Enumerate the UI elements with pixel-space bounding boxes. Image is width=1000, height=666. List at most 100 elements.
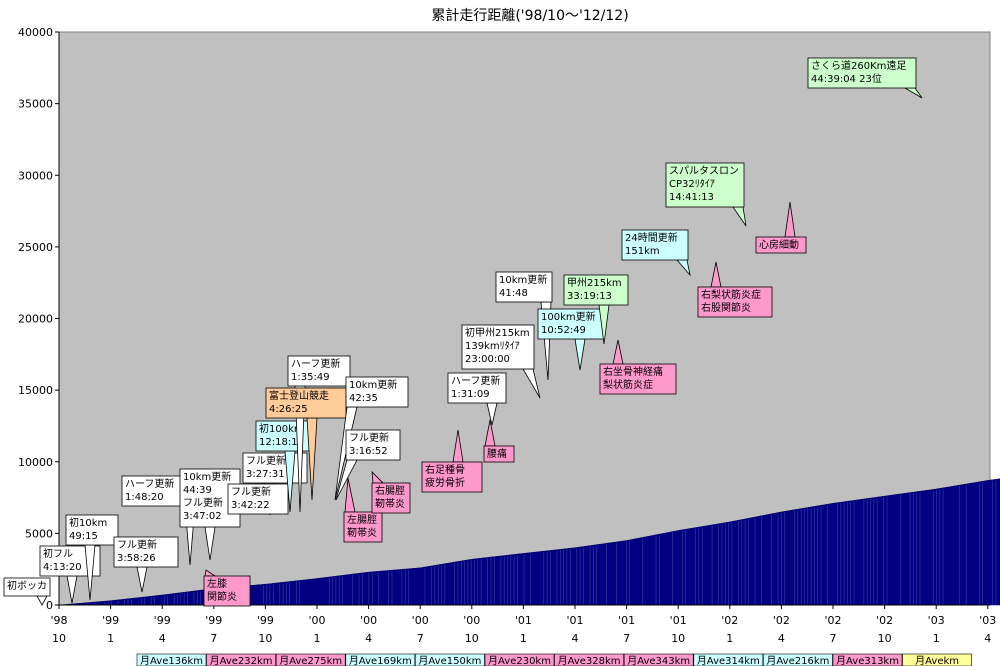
annotation-callout: フル更新 3:42:22 xyxy=(227,483,289,515)
legend-item: 月Ave169km xyxy=(345,653,416,666)
annotation-text: フル更新 xyxy=(246,454,286,467)
legend-swatch xyxy=(902,653,972,666)
x-tick-year: '98 xyxy=(50,614,67,627)
annotation-callout: フル更新 3:58:26 xyxy=(113,536,179,593)
annotation-box xyxy=(665,162,745,208)
annotation-text: 1:31:09 xyxy=(451,389,490,400)
x-tick-year: '01 xyxy=(515,614,532,627)
annotation-text: 関節炎 xyxy=(207,590,237,603)
legend-label: 月Ave232km xyxy=(210,655,273,666)
annotation-text: 1:48:20 xyxy=(125,492,164,503)
legend-label: 月Avekm xyxy=(915,655,959,666)
x-tick-month: 4 xyxy=(159,632,166,645)
legend-swatch xyxy=(206,653,276,666)
area-series-group xyxy=(58,478,1000,606)
x-tick-month: 10 xyxy=(258,632,272,645)
annotation-text: 初フル xyxy=(43,547,73,560)
x-tick-year: '02 xyxy=(824,614,841,627)
x-tick-year: '02 xyxy=(876,614,893,627)
annotation-text: 10km更新 xyxy=(499,273,547,286)
stripe-group xyxy=(61,480,997,606)
annotation-text: 3:47:02 xyxy=(183,511,222,522)
x-tick-month: 1 xyxy=(726,632,733,645)
x-tick-month: 10 xyxy=(465,632,479,645)
legend-swatch xyxy=(763,653,833,666)
legend-swatch xyxy=(484,653,555,666)
annotation-text: 右梨状筋炎症 xyxy=(701,288,761,301)
annotation-text: 甲州215km xyxy=(567,277,622,289)
annotation-text: 10km更新 xyxy=(349,378,397,391)
x-tick-year: '01 xyxy=(566,614,583,627)
annotation-box xyxy=(621,229,689,261)
annotation-box xyxy=(203,575,251,607)
annotation-text: フル更新 xyxy=(349,431,389,444)
y-tick-label: 15000 xyxy=(18,384,53,397)
annotation-callout: 100km更新 10:52:49 xyxy=(537,308,605,371)
annotation-callout: 富士登山競走 4:26:25 xyxy=(265,387,347,501)
annotation-text: 100km更新 xyxy=(541,310,596,323)
legend-item: 月Ave230km xyxy=(484,653,555,666)
legend-label: 月Ave275km xyxy=(279,655,342,666)
annotation-box xyxy=(697,286,773,318)
legend-item: 月Avekm xyxy=(902,653,972,666)
legend-label: 月Ave328km xyxy=(558,655,621,666)
x-tick-month: 4 xyxy=(984,632,991,645)
x-tick-year: '00 xyxy=(463,614,480,627)
legend-item: 月Ave328km xyxy=(554,653,624,666)
x-tick-year: '01 xyxy=(618,614,635,627)
y-tick-label: 25000 xyxy=(18,241,53,254)
annotation-text: 右坐骨神経痛 xyxy=(603,365,663,378)
legend-swatch xyxy=(136,653,207,666)
legend-item: 月Ave275km xyxy=(275,653,346,666)
annotation-box xyxy=(447,372,507,404)
legend-label: 月Ave150km xyxy=(418,655,481,666)
annotation-text: CP32ﾘﾀｲｱ xyxy=(669,178,715,190)
legend-label: 月Ave314km xyxy=(697,655,760,666)
annotation-box xyxy=(563,274,629,306)
annotation-callout: ハーフ更新 1:31:09 xyxy=(447,372,507,426)
annotation-text: 14:41:13 xyxy=(669,192,714,203)
annotation-text: 44:39:04 23位 xyxy=(811,72,882,85)
y-tick-label: 40000 xyxy=(18,26,53,39)
x-tick-month: 1 xyxy=(107,632,114,645)
annotation-callout: 初10km 49:15 xyxy=(65,514,119,601)
annotation-box xyxy=(599,363,677,395)
annotation-callout: フル更新 3:27:31 xyxy=(242,452,308,516)
legend-label: 月Ave136km xyxy=(140,655,203,666)
annotation-box xyxy=(371,482,411,514)
annotation-text: 44:39 xyxy=(183,485,212,496)
annotation-box xyxy=(345,429,401,461)
x-tick-year: '02 xyxy=(773,614,790,627)
annotation-box xyxy=(461,324,535,370)
annotation-text: 23:00:00 xyxy=(465,354,510,365)
annotation-box xyxy=(343,511,383,543)
x-tick-month: 1 xyxy=(314,632,321,645)
annotation-box xyxy=(265,387,347,419)
legend-swatch xyxy=(623,653,694,666)
annotation-text: 左膝 xyxy=(207,577,227,590)
annotation-text: 靭帯炎 xyxy=(375,497,405,510)
y-tick-label: 10000 xyxy=(18,456,53,469)
annotation-text: ハーフ更新 xyxy=(125,477,174,490)
annotation-box xyxy=(345,376,409,408)
annotation-text: 心房細動 xyxy=(759,238,799,251)
cumulative-distance-area xyxy=(58,478,1000,606)
x-tick-month: 1 xyxy=(933,632,940,645)
annotation-text: フル更新 xyxy=(183,496,223,509)
x-tick-year: '00 xyxy=(412,614,429,627)
legend-item: 月Ave216km xyxy=(763,653,833,666)
annotation-text: 右腸脛 xyxy=(375,484,405,497)
x-tick-year: '00 xyxy=(360,614,377,627)
legend-item: 月Ave314km xyxy=(693,653,764,666)
x-tick-year: '99 xyxy=(205,614,222,627)
annotation-box xyxy=(421,461,483,493)
legend-swatch xyxy=(345,653,416,666)
annotation-text: 右足種骨 xyxy=(425,463,465,476)
